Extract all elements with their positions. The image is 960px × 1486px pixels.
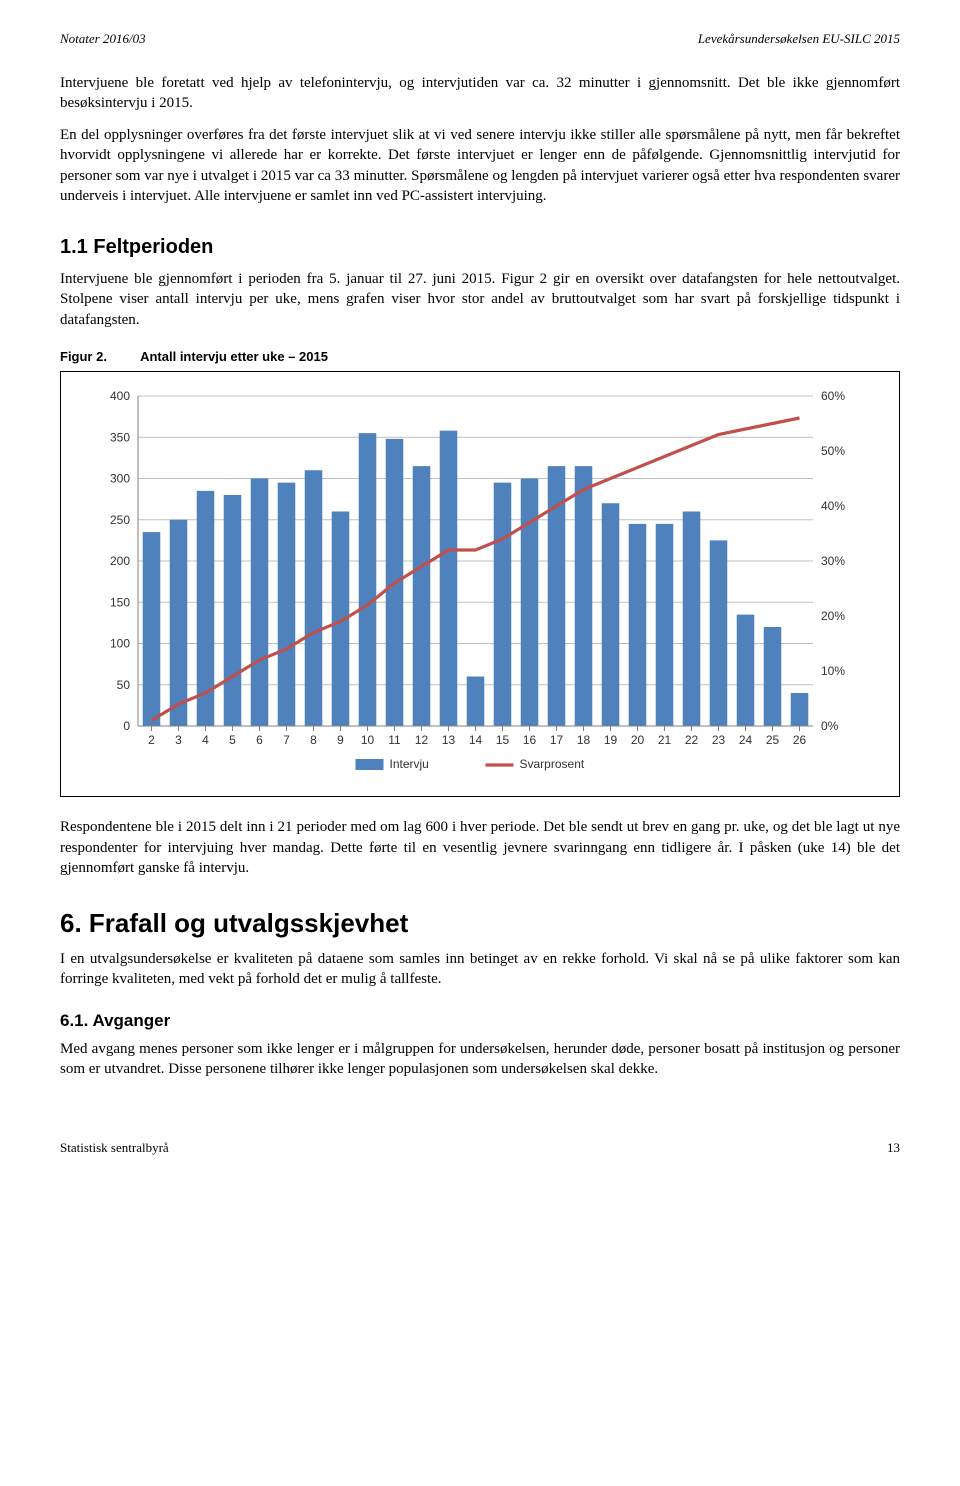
svg-text:60%: 60% [821, 389, 845, 403]
svg-text:21: 21 [658, 733, 672, 747]
paragraph-3: Respondentene ble i 2015 delt inn i 21 p… [60, 817, 900, 878]
header-right: Levekårsundersøkelsen EU-SILC 2015 [698, 30, 900, 48]
svg-text:250: 250 [110, 513, 130, 527]
running-header: Notater 2016/03 Levekårsundersøkelsen EU… [60, 30, 900, 48]
svg-text:Intervju: Intervju [390, 757, 429, 771]
paragraph-1: Intervjuene ble foretatt ved hjelp av te… [60, 73, 900, 114]
svg-text:26: 26 [793, 733, 807, 747]
svg-text:2: 2 [148, 733, 155, 747]
running-footer: Statistisk sentralbyrå 13 [60, 1139, 900, 1157]
svg-text:100: 100 [110, 637, 130, 651]
svg-text:150: 150 [110, 596, 130, 610]
svg-text:19: 19 [604, 733, 618, 747]
svg-text:4: 4 [202, 733, 209, 747]
header-left: Notater 2016/03 [60, 30, 146, 48]
svg-text:0%: 0% [821, 719, 839, 733]
section-6-paragraph: I en utvalgsundersøkelse er kvaliteten p… [60, 949, 900, 990]
section-6-1-paragraph: Med avgang menes personer som ikke lenge… [60, 1039, 900, 1080]
section-1-1-paragraph: Intervjuene ble gjennomført i perioden f… [60, 269, 900, 330]
svg-text:50%: 50% [821, 444, 845, 458]
svg-text:18: 18 [577, 733, 591, 747]
svg-text:350: 350 [110, 431, 130, 445]
svg-text:17: 17 [550, 733, 564, 747]
svg-text:11: 11 [388, 733, 401, 747]
svg-text:23: 23 [712, 733, 726, 747]
svg-text:0: 0 [123, 719, 130, 733]
svg-text:300: 300 [110, 472, 130, 486]
svg-text:8: 8 [310, 733, 317, 747]
footer-right: 13 [887, 1139, 900, 1157]
svg-text:22: 22 [685, 733, 699, 747]
figure-number: Figur 2. [60, 349, 107, 364]
section-6-1-heading: 6.1. Avganger [60, 1010, 900, 1033]
svg-text:20%: 20% [821, 609, 845, 623]
svg-text:10%: 10% [821, 664, 845, 678]
svg-text:5: 5 [229, 733, 236, 747]
paragraph-2: En del opplysninger overføres fra det fø… [60, 125, 900, 206]
section-6-heading: 6. Frafall og utvalgsskjevhet [60, 906, 900, 941]
svg-text:6: 6 [256, 733, 263, 747]
svg-text:3: 3 [175, 733, 182, 747]
footer-left: Statistisk sentralbyrå [60, 1139, 169, 1157]
svg-text:10: 10 [361, 733, 375, 747]
svg-text:13: 13 [442, 733, 456, 747]
svg-text:16: 16 [523, 733, 537, 747]
svg-text:50: 50 [117, 678, 131, 692]
svg-text:24: 24 [739, 733, 753, 747]
figure-caption: Figur 2. Antall intervju etter uke – 201… [60, 348, 900, 366]
svg-text:Svarprosent: Svarprosent [520, 757, 585, 771]
chart-container: 0 50 100 150 200 250 300 350 400 0% 10% 20% 30% 40% 50… [60, 371, 900, 797]
chart-svg: 0 50 100 150 200 250 300 350 400 0% 10% 20% 30% 40% 50… [75, 386, 881, 786]
svg-text:20: 20 [631, 733, 645, 747]
svg-text:200: 200 [110, 554, 130, 568]
svg-text:12: 12 [415, 733, 429, 747]
svg-text:9: 9 [337, 733, 344, 747]
figure-title: Antall intervju etter uke – 2015 [140, 349, 328, 364]
svg-text:40%: 40% [821, 499, 845, 513]
svg-text:14: 14 [469, 733, 483, 747]
section-1-1-heading: 1.1 Feltperioden [60, 234, 900, 261]
svg-text:400: 400 [110, 389, 130, 403]
svg-text:25: 25 [766, 733, 780, 747]
svg-text:7: 7 [283, 733, 290, 747]
svg-text:15: 15 [496, 733, 510, 747]
svg-text:30%: 30% [821, 554, 845, 568]
